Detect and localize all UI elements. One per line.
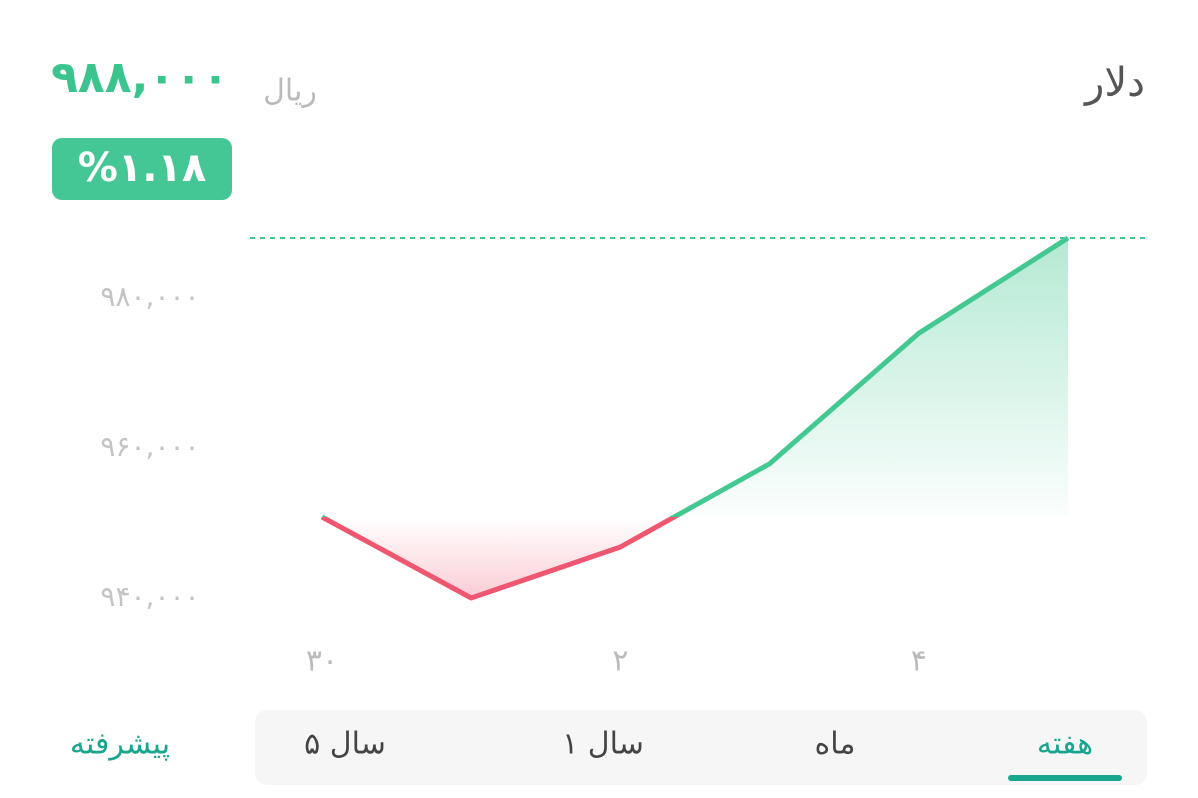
tab[interactable]: ماه xyxy=(815,727,856,762)
area-up xyxy=(322,238,1068,517)
y-tick-label: ۹۶۰,۰۰۰ xyxy=(100,430,199,463)
change: %۱.۱۸ xyxy=(78,145,207,191)
price: ۹۸۸,۰۰۰ xyxy=(51,52,229,103)
advanced-button[interactable]: پیشرفته xyxy=(70,727,170,762)
title: دلار xyxy=(1083,60,1145,106)
x-tick-label: ۳۰ xyxy=(306,644,338,679)
tab[interactable]: ۵ سال xyxy=(304,727,386,762)
currency: ریال xyxy=(263,74,317,109)
y-tick-label: ۹۴۰,۰۰۰ xyxy=(100,580,199,613)
tab[interactable]: هفته xyxy=(1037,727,1093,762)
y-tick-label: ۹۸۰,۰۰۰ xyxy=(100,280,199,313)
tab-indicator xyxy=(1008,775,1122,781)
x-tick-label: ۲ xyxy=(612,644,628,679)
area-down xyxy=(322,517,1068,598)
change-badge xyxy=(52,138,232,200)
tab-bar xyxy=(255,710,1147,785)
tab[interactable]: ۱ سال xyxy=(562,727,644,762)
x-tick-label: ۴ xyxy=(911,644,927,679)
line xyxy=(320,235,1070,601)
